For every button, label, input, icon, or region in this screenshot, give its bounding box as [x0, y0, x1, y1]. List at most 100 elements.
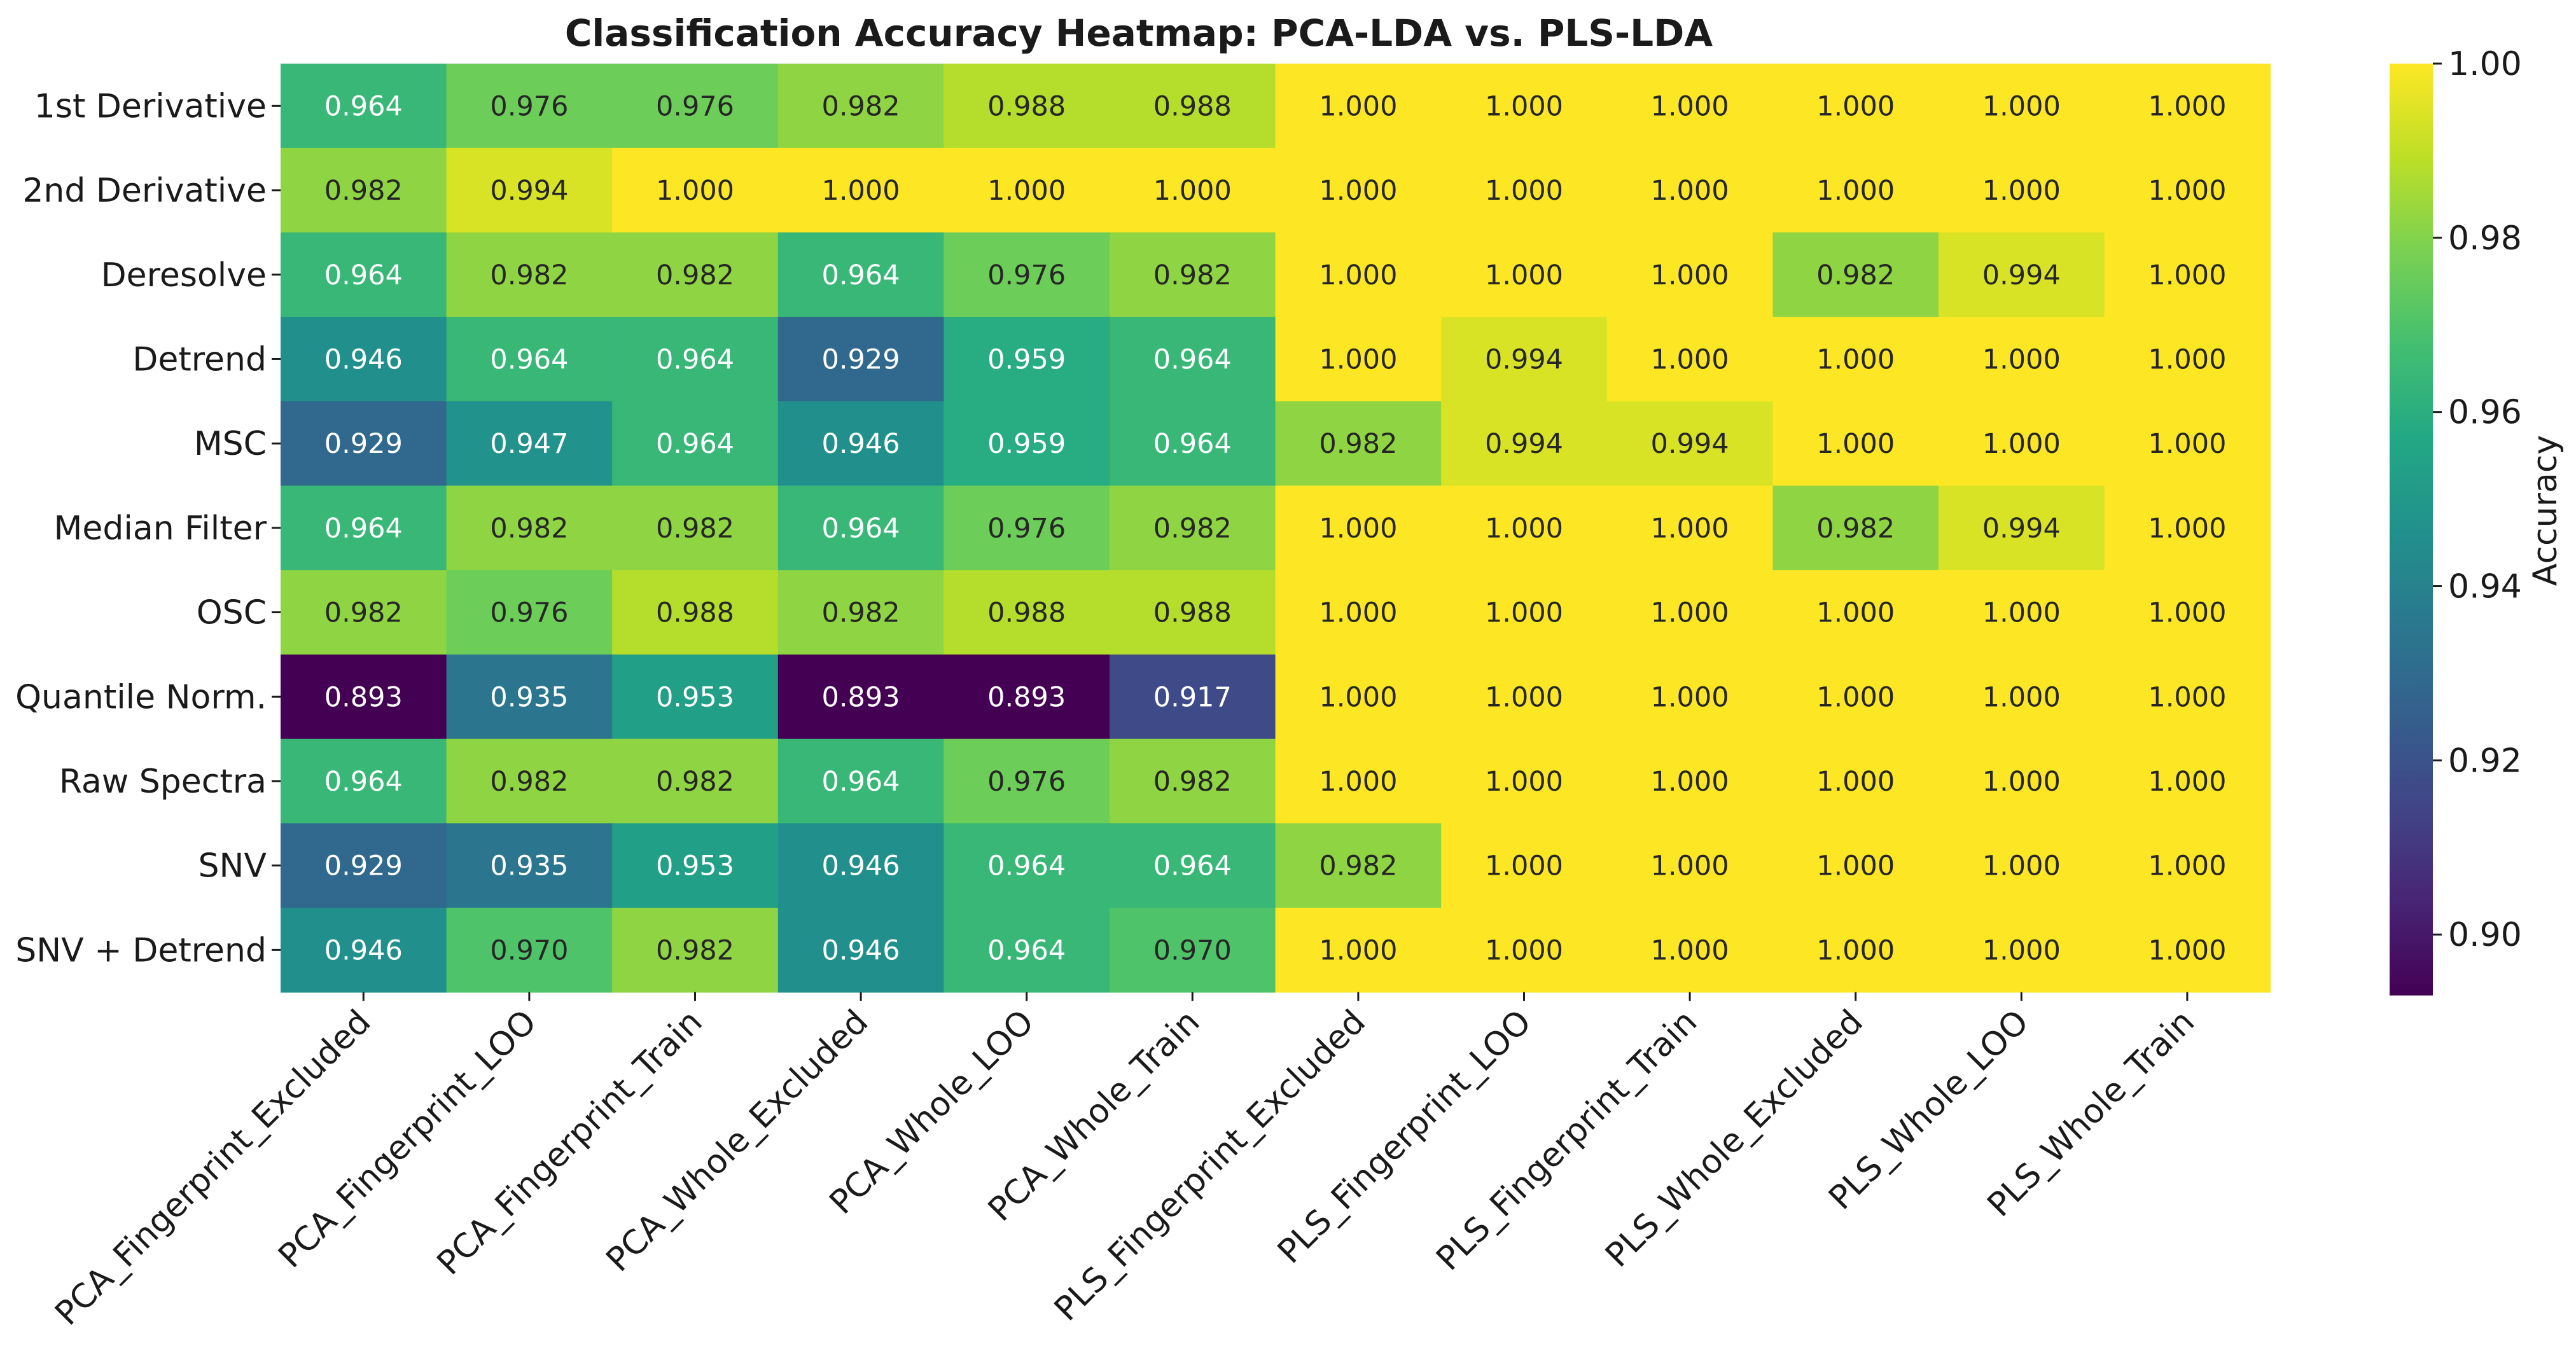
heatmap-cell [1441, 739, 1608, 824]
cell-value-label: 1.000 [2148, 934, 2226, 966]
cell-value-label: 0.976 [656, 90, 734, 122]
cell-value-label: 1.000 [1982, 766, 2061, 798]
cell-value-label: 1.000 [1485, 513, 1563, 545]
cell-value-label: 1.000 [1816, 934, 1895, 966]
heatmap-cell [1441, 317, 1608, 402]
heatmap-cell [612, 739, 779, 824]
heatmap-cell [1441, 823, 1608, 908]
row-label: 1st Derivative [34, 87, 267, 125]
row-label: Deresolve [101, 256, 267, 295]
cell-value-label: 0.982 [656, 260, 734, 291]
cell-value-label: 0.964 [324, 766, 403, 798]
cell-value-label: 0.970 [490, 934, 568, 966]
heatmap-cell [1772, 654, 1939, 740]
cell-value-label: 0.994 [1651, 428, 1729, 460]
cell-value-label: 1.000 [2148, 343, 2226, 375]
cell-value-label: 0.976 [987, 513, 1066, 545]
colorbar-tick-label: 0.94 [2448, 567, 2522, 606]
heatmap-cell [1275, 739, 1442, 824]
cell-value-label: 1.000 [1651, 175, 1729, 207]
cell-value-label: 0.982 [822, 90, 900, 122]
heatmap-cell [1772, 317, 1939, 402]
heatmap-cell [2104, 317, 2271, 402]
heatmap-cell [1275, 317, 1442, 402]
cell-value-label: 1.000 [1982, 428, 2061, 460]
cell-value-label: 1.000 [1485, 850, 1563, 882]
cell-value-label: 1.000 [1319, 681, 1397, 713]
cell-value-label: 1.000 [1485, 175, 1563, 207]
cell-value-label: 0.982 [1816, 513, 1895, 545]
heatmap-cell [1939, 739, 2105, 824]
column-label: PCA_Fingerprint_Train [430, 1003, 710, 1282]
heatmap-cell [281, 148, 447, 233]
heatmap-cell [612, 148, 779, 233]
cell-value-label: 0.929 [324, 850, 403, 882]
cell-value-label: 1.000 [1816, 175, 1895, 207]
cell-value-label: 1.000 [1319, 934, 1397, 966]
cell-value-label: 1.000 [1651, 343, 1729, 375]
cell-value-label: 0.988 [1153, 90, 1232, 122]
cell-value-label: 1.000 [2148, 850, 2226, 882]
heatmap-cell [777, 148, 945, 233]
cell-value-label: 1.000 [1816, 681, 1895, 713]
cell-value-label: 1.000 [2148, 428, 2226, 460]
row-label: MSC [194, 425, 267, 463]
cell-value-label: 0.893 [324, 681, 403, 713]
cell-value-label: 0.964 [324, 90, 403, 122]
cell-value-label: 1.000 [1485, 934, 1563, 966]
heatmap-cell [943, 485, 1110, 571]
heatmap-cell [1939, 823, 2105, 908]
heatmap-cell [446, 148, 613, 233]
cell-value-label: 1.000 [822, 175, 900, 207]
cell-value-label: 1.000 [1816, 597, 1895, 629]
heatmap-cell [1110, 739, 1276, 824]
row-label: SNV + Detrend [15, 931, 267, 969]
cell-value-label: 0.964 [987, 934, 1066, 966]
heatmap-cell [2104, 823, 2271, 908]
heatmap-cell [943, 570, 1110, 655]
heatmap-cell [1110, 823, 1276, 908]
cell-value-label: 0.982 [490, 513, 568, 545]
row-label: 2nd Derivative [22, 172, 267, 210]
heatmap-cell [943, 232, 1110, 317]
cell-value-label: 0.982 [324, 597, 403, 629]
heatmap-cell [777, 232, 945, 317]
cell-value-label: 1.000 [1982, 343, 2061, 375]
heatmap-cell [2104, 570, 2271, 655]
heatmap-cell [612, 232, 779, 317]
row-label: Raw Spectra [59, 763, 267, 801]
cell-value-label: 0.959 [987, 428, 1066, 460]
heatmap-cell [612, 654, 779, 740]
cell-value-label: 1.000 [1319, 513, 1397, 545]
heatmap-cell [1939, 232, 2105, 317]
cell-value-label: 0.976 [490, 597, 568, 629]
heatmap-cell [1606, 401, 1774, 487]
cell-value-label: 0.964 [1153, 428, 1232, 460]
heatmap-cell [1441, 570, 1608, 655]
heatmap-cell [281, 823, 447, 908]
heatmap-cell [446, 570, 613, 655]
cell-value-label: 0.964 [324, 260, 403, 291]
heatmap-cell [1441, 401, 1608, 487]
cell-value-label: 0.959 [987, 343, 1066, 375]
heatmap-cell [1275, 401, 1442, 487]
cell-value-label: 1.000 [1816, 766, 1895, 798]
cell-value-label: 0.976 [987, 260, 1066, 291]
column-label: PLS_Fingerprint_Excluded [1047, 1003, 1373, 1328]
heatmap-cell [943, 823, 1110, 908]
heatmap-cell [1110, 148, 1276, 233]
cell-value-label: 1.000 [1651, 90, 1729, 122]
row-label: Detrend [132, 340, 267, 378]
cell-value-label: 0.982 [1319, 428, 1397, 460]
heatmap-cell [1606, 908, 1774, 993]
row-label: SNV [198, 847, 267, 885]
heatmap-cell [943, 148, 1110, 233]
cell-value-label: 0.988 [1153, 597, 1232, 629]
heatmap-cell [943, 64, 1110, 149]
heatmap-cell [943, 654, 1110, 740]
heatmap-cell [1606, 148, 1774, 233]
cell-value-label: 0.982 [1816, 260, 1895, 291]
cell-value-label: 1.000 [1816, 850, 1895, 882]
cell-value-label: 1.000 [1816, 90, 1895, 122]
heatmap-cell [1606, 654, 1774, 740]
